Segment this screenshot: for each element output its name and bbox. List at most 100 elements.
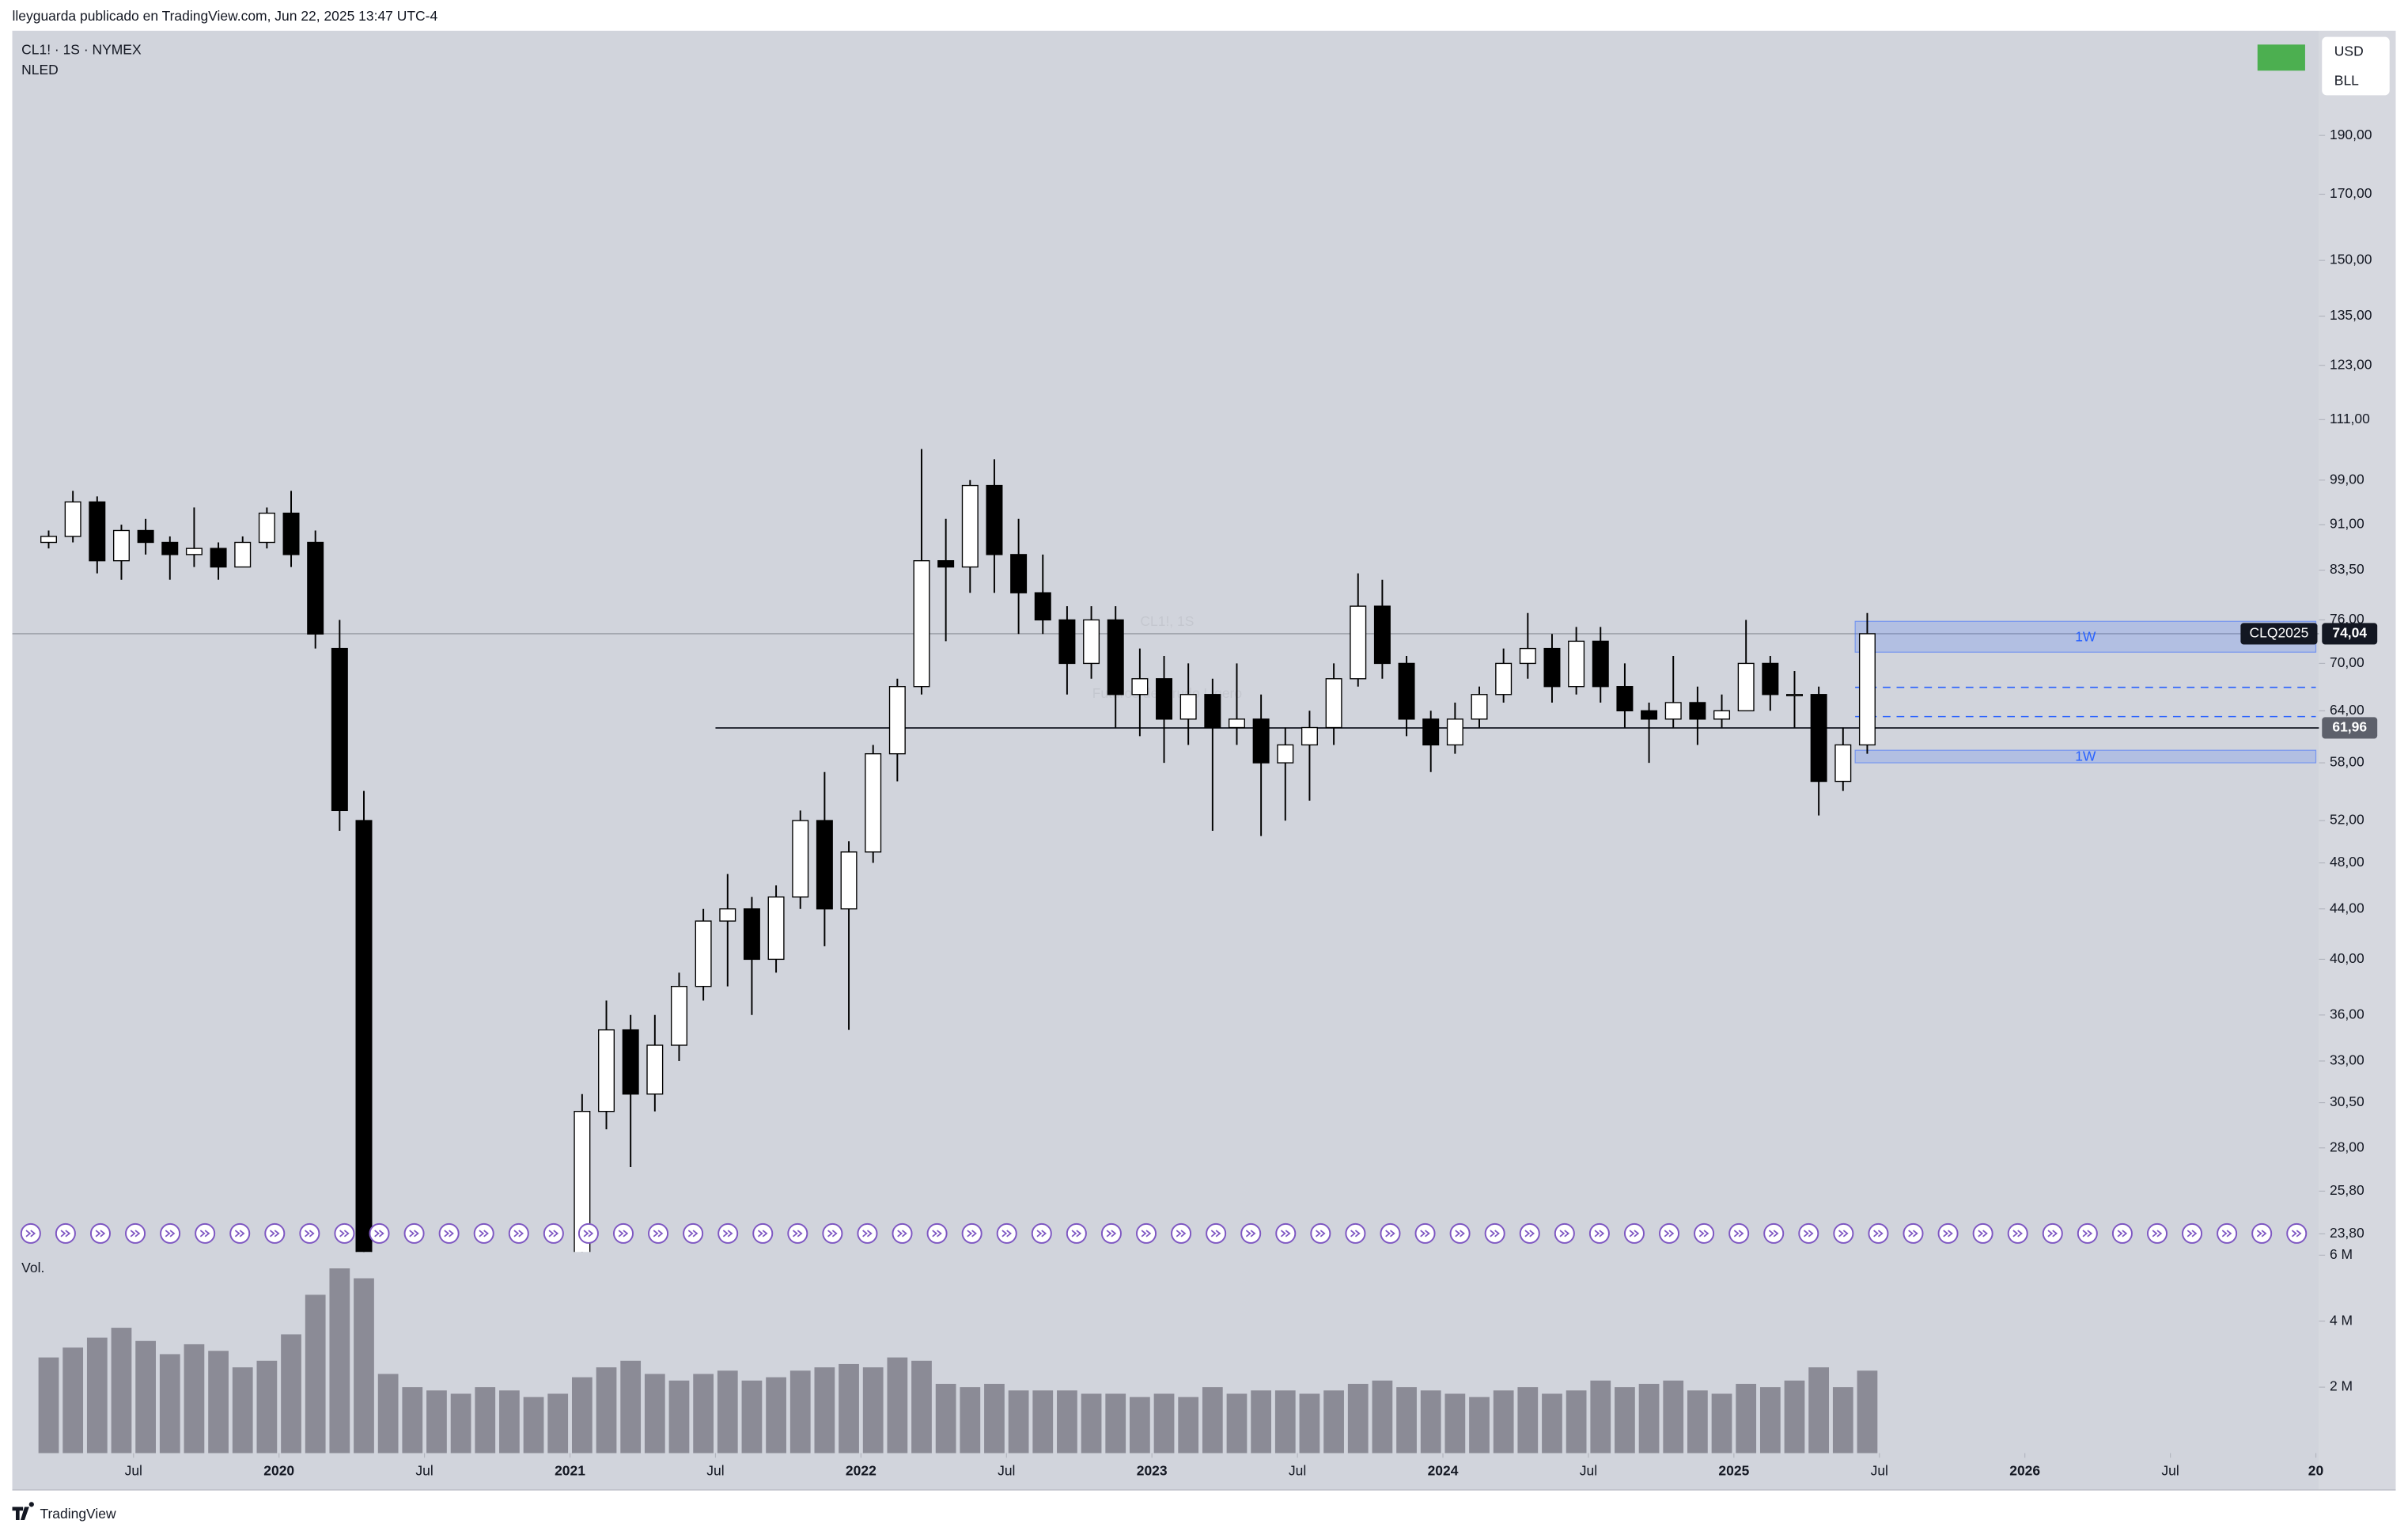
x-tick-label: 2024 — [1428, 1462, 1459, 1478]
y-tick-label: 64,00 — [2330, 702, 2364, 718]
candle-body — [865, 752, 882, 853]
y-tick-label: 33,00 — [2330, 1052, 2364, 1068]
candle-body — [1786, 694, 1803, 696]
event-icon-arrow — [1071, 1230, 1082, 1237]
volume-bar — [86, 1337, 108, 1454]
volume-bar — [426, 1390, 447, 1454]
volume-bar — [208, 1351, 229, 1454]
candle-body — [913, 559, 930, 688]
brand: TradingView — [12, 1502, 116, 1522]
volume-bar — [1832, 1387, 1853, 1454]
event-icon-arrow — [1629, 1230, 1640, 1237]
event-icon-arrow — [1664, 1230, 1675, 1237]
unit[interactable]: BLL — [2334, 73, 2359, 89]
candle-body — [89, 501, 106, 562]
candle-body — [1422, 718, 1440, 746]
event-icon-arrow — [687, 1230, 699, 1237]
event-icon-arrow — [234, 1230, 245, 1237]
volume-bar — [1032, 1390, 1054, 1454]
event-icon-arrow — [2187, 1230, 2198, 1237]
event-icon-arrow — [1559, 1230, 1570, 1237]
candle-body — [1495, 662, 1513, 695]
candle-body — [1131, 678, 1149, 695]
volume-bar — [814, 1367, 835, 1454]
event-icon-arrow — [269, 1230, 280, 1237]
volume-bar — [1857, 1370, 1878, 1454]
y-tick-label: 150,00 — [2330, 252, 2372, 267]
event-icon-arrow — [444, 1230, 454, 1237]
x-tick-label: 2022 — [846, 1462, 876, 1478]
volume-bar — [232, 1367, 253, 1454]
event-icon-arrow — [757, 1230, 768, 1237]
y-tick-label: 30,50 — [2330, 1093, 2364, 1109]
event-icon-arrow — [130, 1230, 141, 1237]
volume-bar — [523, 1397, 544, 1454]
volume-bar — [741, 1380, 763, 1454]
y-tick-label: 23,80 — [2330, 1225, 2364, 1241]
candle-body — [574, 1110, 591, 1253]
candle-body — [961, 484, 979, 568]
candle-body — [40, 536, 57, 544]
y-tick-label: 48,00 — [2330, 854, 2364, 870]
event-icon-arrow — [1280, 1230, 1291, 1237]
volume-bar — [984, 1383, 1005, 1454]
candle-body — [719, 908, 736, 922]
candle-body — [1471, 694, 1488, 720]
volume-tick-label: 6 M — [2330, 1246, 2353, 1262]
y-tick-label: 111,00 — [2330, 411, 2370, 426]
volume-bar — [499, 1390, 520, 1454]
candle-body — [1277, 744, 1294, 764]
event-icon-arrow — [2047, 1230, 2058, 1237]
event-icon-arrow — [653, 1230, 664, 1237]
volume-bar — [571, 1377, 593, 1454]
candle-body — [355, 820, 373, 1253]
level-tag-text: 61,96 — [2332, 719, 2367, 735]
volume-bar — [111, 1328, 132, 1454]
currency-box[interactable] — [2322, 36, 2390, 96]
candle-body — [1398, 662, 1415, 720]
volume-bar — [402, 1387, 423, 1454]
volume-bar — [38, 1357, 59, 1454]
volume-bar — [717, 1370, 738, 1454]
volume-bar — [450, 1393, 471, 1454]
event-icon-arrow — [339, 1230, 350, 1237]
volume-bar — [1808, 1367, 1830, 1454]
candle-body — [282, 512, 300, 555]
contract-tag — [2240, 623, 2318, 645]
event-icon-arrow — [2082, 1230, 2093, 1237]
publisher: lleyguarda publicado en TradingView.com,… — [13, 8, 438, 24]
event-icon-arrow — [409, 1230, 419, 1237]
volume-bar — [693, 1374, 714, 1454]
currency[interactable]: USD — [2334, 44, 2364, 59]
event-icon-arrow — [1978, 1230, 1988, 1237]
candle-body — [1083, 619, 1100, 665]
volume-bar — [377, 1374, 399, 1454]
candle-body — [622, 1029, 639, 1095]
event-icon-arrow — [1001, 1230, 1012, 1237]
event-icon-arrow — [199, 1230, 210, 1237]
candle-body — [646, 1044, 664, 1095]
candle-body — [840, 851, 858, 910]
zone — [1854, 620, 2317, 653]
candle-body — [1301, 726, 1318, 746]
event-icon-arrow — [1698, 1230, 1709, 1237]
volume-bar — [1057, 1390, 1077, 1454]
event-icon-arrow — [2221, 1230, 2232, 1237]
candle-body — [1179, 694, 1197, 720]
price-axis-background — [2319, 30, 2396, 1491]
volume-bar — [1469, 1397, 1490, 1454]
volume-tick-label: 4 M — [2330, 1312, 2353, 1328]
y-tick-label: 52,00 — [2330, 812, 2364, 828]
x-tick-label: Jul — [1580, 1462, 1597, 1478]
volume-tick-label: 2 M — [2330, 1378, 2353, 1394]
volume-bar — [159, 1354, 180, 1454]
candle-body — [1543, 647, 1561, 688]
volume-bar — [1493, 1390, 1514, 1454]
volume-bar — [1372, 1380, 1393, 1454]
volume-bar — [1347, 1383, 1369, 1454]
candle-body — [307, 541, 324, 635]
volume-bar — [1299, 1393, 1320, 1454]
x-tick-label: Jul — [125, 1462, 142, 1478]
